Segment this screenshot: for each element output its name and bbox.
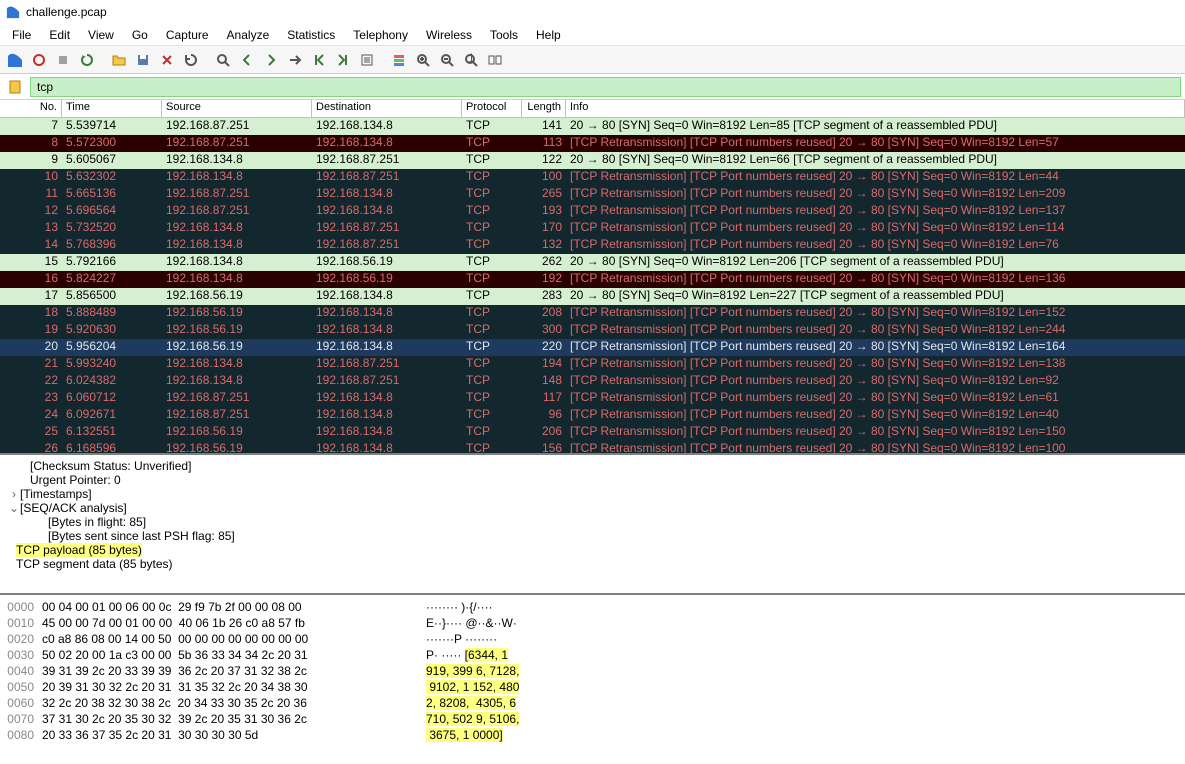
hex-row[interactable]: 001045 00 00 7d 00 01 00 00 40 06 1b 26 … xyxy=(0,615,1185,631)
packet-row[interactable]: 226.024382192.168.134.8192.168.87.251TCP… xyxy=(0,373,1185,390)
packet-row[interactable]: 256.132551192.168.56.19192.168.134.8TCP2… xyxy=(0,424,1185,441)
circle-icon[interactable] xyxy=(28,49,50,71)
packet-row[interactable]: 125.696564192.168.87.251192.168.134.8TCP… xyxy=(0,203,1185,220)
restart-icon[interactable] xyxy=(76,49,98,71)
col-source[interactable]: Source xyxy=(162,100,312,117)
hex-row[interactable]: 0020c0 a8 86 08 00 14 00 50 00 00 00 00 … xyxy=(0,631,1185,647)
hex-row[interactable]: 008020 33 36 37 35 2c 20 31 30 30 30 30 … xyxy=(0,727,1185,743)
first-icon[interactable] xyxy=(308,49,330,71)
packet-row[interactable]: 246.092671192.168.87.251192.168.134.8TCP… xyxy=(0,407,1185,424)
hex-dump-pane[interactable]: 000000 04 00 01 00 06 00 0c 29 f9 7b 2f … xyxy=(0,595,1185,764)
detail-tcp-payload[interactable]: TCP payload (85 bytes) xyxy=(16,543,142,557)
filter-bar: tcp xyxy=(0,74,1185,100)
packet-row[interactable]: 165.824227192.168.134.8192.168.56.19TCP1… xyxy=(0,271,1185,288)
col-length[interactable]: Length xyxy=(522,100,566,117)
detail-timestamps[interactable]: [Timestamps] xyxy=(20,487,92,501)
packet-row[interactable]: 75.539714192.168.87.251192.168.134.8TCP1… xyxy=(0,118,1185,135)
menu-wireless[interactable]: Wireless xyxy=(418,26,480,44)
title-bar: challenge.pcap xyxy=(0,0,1185,24)
packet-row[interactable]: 145.768396192.168.134.8192.168.87.251TCP… xyxy=(0,237,1185,254)
menu-bar[interactable]: FileEditViewGoCaptureAnalyzeStatisticsTe… xyxy=(0,24,1185,46)
menu-statistics[interactable]: Statistics xyxy=(279,26,343,44)
menu-telephony[interactable]: Telephony xyxy=(345,26,416,44)
packet-row[interactable]: 115.665136192.168.87.251192.168.134.8TCP… xyxy=(0,186,1185,203)
col-no[interactable]: No. xyxy=(0,100,62,117)
packet-row[interactable]: 175.856500192.168.56.19192.168.134.8TCP2… xyxy=(0,288,1185,305)
packet-row[interactable]: 266.168596192.168.56.19192.168.134.8TCP1… xyxy=(0,441,1185,455)
fin-icon[interactable] xyxy=(4,49,26,71)
hex-row[interactable]: 003050 02 20 00 1a c3 00 00 5b 36 33 34 … xyxy=(0,647,1185,663)
hex-row[interactable]: 005020 39 31 30 32 2c 20 31 31 35 32 2c … xyxy=(0,679,1185,695)
toolbar[interactable]: 1 xyxy=(0,46,1185,74)
jump-icon[interactable] xyxy=(284,49,306,71)
detail-bytes-psh: [Bytes sent since last PSH flag: 85] xyxy=(8,529,1177,543)
last-icon[interactable] xyxy=(332,49,354,71)
packet-row[interactable]: 105.632302192.168.134.8192.168.87.251TCP… xyxy=(0,169,1185,186)
zoom1-icon[interactable]: 1 xyxy=(460,49,482,71)
zoomout-icon[interactable] xyxy=(436,49,458,71)
hex-row[interactable]: 006032 2c 20 38 32 30 38 2c 20 34 33 30 … xyxy=(0,695,1185,711)
zoomin-icon[interactable] xyxy=(412,49,434,71)
collapse-icon[interactable]: ⌄ xyxy=(8,501,20,515)
fwd-icon[interactable] xyxy=(260,49,282,71)
col-destination[interactable]: Destination xyxy=(312,100,462,117)
window-title: challenge.pcap xyxy=(26,5,107,19)
menu-go[interactable]: Go xyxy=(124,26,156,44)
wireshark-icon xyxy=(6,5,20,19)
search-icon[interactable] xyxy=(212,49,234,71)
filter-text: tcp xyxy=(37,80,53,94)
packet-row[interactable]: 205.956204192.168.56.19192.168.134.8TCP2… xyxy=(0,339,1185,356)
reload-icon[interactable] xyxy=(180,49,202,71)
packet-row[interactable]: 135.732520192.168.134.8192.168.87.251TCP… xyxy=(0,220,1185,237)
packet-row[interactable]: 185.888489192.168.56.19192.168.134.8TCP2… xyxy=(0,305,1185,322)
resize-icon[interactable] xyxy=(484,49,506,71)
menu-capture[interactable]: Capture xyxy=(158,26,217,44)
back-icon[interactable] xyxy=(236,49,258,71)
stop-icon[interactable] xyxy=(52,49,74,71)
close-icon[interactable] xyxy=(156,49,178,71)
detail-tcp-segment[interactable]: TCP segment data (85 bytes) xyxy=(8,557,1177,571)
packet-list-pane[interactable]: No. Time Source Destination Protocol Len… xyxy=(0,100,1185,455)
hex-row[interactable]: 004039 31 39 2c 20 33 39 39 36 2c 20 37 … xyxy=(0,663,1185,679)
menu-tools[interactable]: Tools xyxy=(482,26,526,44)
packet-row[interactable]: 195.920630192.168.56.19192.168.134.8TCP3… xyxy=(0,322,1185,339)
col-protocol[interactable]: Protocol xyxy=(462,100,522,117)
packet-list-header[interactable]: No. Time Source Destination Protocol Len… xyxy=(0,100,1185,118)
packet-row[interactable]: 215.993240192.168.134.8192.168.87.251TCP… xyxy=(0,356,1185,373)
detail-urgent: Urgent Pointer: 0 xyxy=(8,473,1177,487)
packet-row[interactable]: 236.060712192.168.87.251192.168.134.8TCP… xyxy=(0,390,1185,407)
hex-row[interactable]: 000000 04 00 01 00 06 00 0c 29 f9 7b 2f … xyxy=(0,599,1185,615)
display-filter-input[interactable]: tcp xyxy=(30,77,1181,97)
packet-row[interactable]: 95.605067192.168.134.8192.168.87.251TCP1… xyxy=(0,152,1185,169)
menu-help[interactable]: Help xyxy=(528,26,569,44)
col-info[interactable]: Info xyxy=(566,100,1185,117)
menu-file[interactable]: File xyxy=(4,26,39,44)
menu-analyze[interactable]: Analyze xyxy=(219,26,278,44)
colorize-icon[interactable] xyxy=(388,49,410,71)
packet-row[interactable]: 85.572300192.168.87.251192.168.134.8TCP1… xyxy=(0,135,1185,152)
autoscroll-icon[interactable] xyxy=(356,49,378,71)
folder-icon[interactable] xyxy=(108,49,130,71)
col-time[interactable]: Time xyxy=(62,100,162,117)
packet-row[interactable]: 155.792166192.168.134.8192.168.56.19TCP2… xyxy=(0,254,1185,271)
menu-view[interactable]: View xyxy=(80,26,122,44)
bookmark-icon[interactable] xyxy=(4,76,26,98)
detail-bytes-flight: [Bytes in flight: 85] xyxy=(8,515,1177,529)
detail-seqack[interactable]: [SEQ/ACK analysis] xyxy=(20,501,127,515)
menu-edit[interactable]: Edit xyxy=(41,26,78,44)
save-icon[interactable] xyxy=(132,49,154,71)
hex-row[interactable]: 007037 31 30 2c 20 35 30 32 39 2c 20 35 … xyxy=(0,711,1185,727)
expand-icon[interactable]: › xyxy=(8,487,20,501)
detail-checksum: [Checksum Status: Unverified] xyxy=(8,459,1177,473)
packet-details-pane[interactable]: [Checksum Status: Unverified] Urgent Poi… xyxy=(0,455,1185,595)
